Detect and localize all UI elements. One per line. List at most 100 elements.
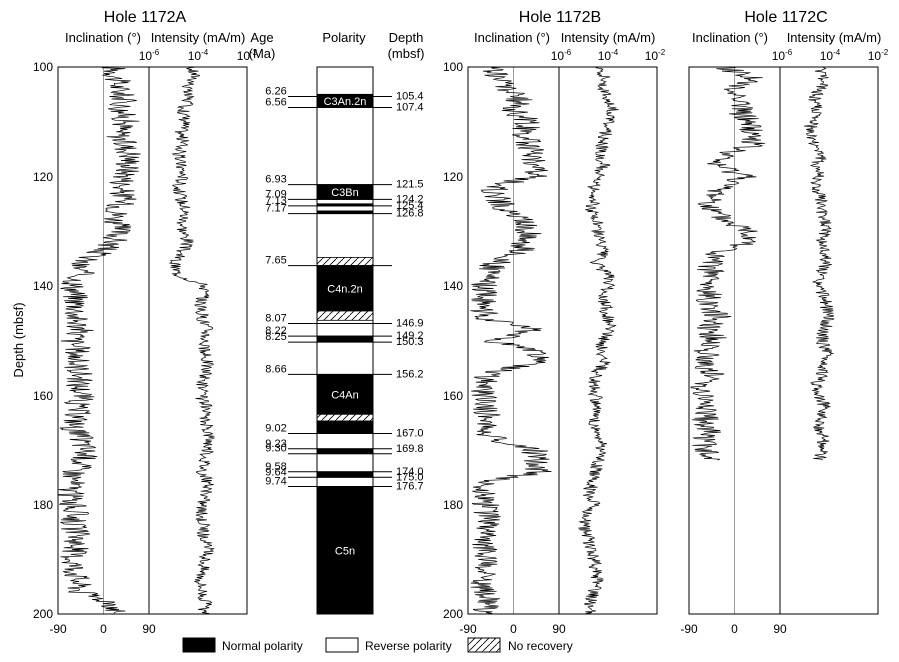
polarity-unit-4 (316, 256, 374, 266)
hole-1172a-int-tick-2: 10-2 (237, 48, 258, 63)
boundary-age-7: 8.07 (265, 313, 286, 325)
hole-1172a-int-tick-0: 10-6 (139, 48, 160, 63)
chron-label-13: C5n (335, 545, 355, 557)
hole-1172a-intensity-label: Intensity (mA/m) (151, 30, 246, 45)
y-tick-100: 100 (33, 60, 53, 74)
hole-1172b-y-tick-120: 120 (443, 170, 463, 184)
hole-1172c-int-tick-1: 10-4 (820, 48, 841, 63)
y-tick-160: 160 (33, 389, 53, 403)
boundary-depth-5: 126.8 (396, 208, 424, 220)
boundary-age-11: 9.02 (265, 423, 286, 435)
hole-1172c-inclination-label: Inclination (°) (692, 30, 768, 45)
hole-1172b-intensity-label: Intensity (mA/m) (561, 30, 656, 45)
hole-1172b-inc-tick-1: 0 (510, 622, 517, 636)
hole-1172b-title: Hole 1172B (519, 9, 601, 26)
polarity-boundaries: 6.26 105.4 6.56 107.4 6.93 121.5 7.09 124.2 7.13… (265, 86, 423, 493)
chron-label-0: C3An.2n (324, 96, 367, 108)
boundary-age-6: 7.65 (265, 255, 286, 267)
age-header-line1: Age (250, 30, 273, 45)
hole-1172c-intensity-curve (804, 66, 835, 461)
hole-1172c-inc-tick-1: 0 (731, 622, 738, 636)
y-tick-180: 180 (33, 498, 53, 512)
y-tick-120: 120 (33, 170, 53, 184)
hole-1172b-int-tick-1: 10-4 (598, 48, 619, 63)
polarity-units: C3An.2n C3Bn C4n.2n C4An C5n (316, 93, 374, 615)
depth-header-line2: (mbsf) (388, 46, 425, 61)
boundary-age-8: 8.22 (265, 325, 286, 337)
hole-1172c-inc-tick-2: 90 (773, 622, 787, 636)
y-axis-left: 100 120 140 160 180 200 (33, 60, 53, 621)
polarity-column: Age (Ma) Polarity Depth (mbsf) C3An.2nC3… (249, 30, 425, 615)
hole-1172c-intensity-label: Intensity (mA/m) (787, 30, 882, 45)
hole-1172b-y-tick-180: 180 (443, 498, 463, 512)
boundary-depth-3: 124.2 (396, 193, 424, 205)
boundary-depth-16: 176.7 (396, 481, 424, 493)
boundary-depth-10: 156.2 (396, 368, 424, 380)
boundary-age-5: 7.17 (265, 203, 286, 215)
hole-1172b-panel: Hole 1172B Inclination (°) Intensity (mA… (443, 9, 666, 636)
chron-label-8: C4An (331, 389, 359, 401)
hole-1172b-inc-tick-2: 90 (552, 622, 566, 636)
legend-no-recovery-swatch (467, 637, 501, 653)
polarity-unit-10 (316, 420, 374, 434)
hole-1172c-int-tick-2: 10-2 (868, 48, 889, 63)
hole-1172c-panel: Hole 1172C Inclination (°) Intensity (mA… (680, 9, 888, 636)
boundary-depth-8: 149.2 (396, 330, 424, 342)
hole-1172b-inclination-curve (470, 66, 552, 614)
hole-1172b-y-tick-200: 200 (443, 607, 463, 621)
polarity-column-frame (316, 66, 374, 615)
boundary-age-1: 6.56 (265, 97, 286, 109)
boundary-depth-2: 121.5 (396, 179, 424, 191)
boundary-age-15: 9.64 (265, 466, 286, 478)
hole-1172b-int-tick-0: 10-6 (551, 48, 572, 63)
boundary-age-13: 9.30 (265, 443, 286, 455)
hole-1172a-inclination-label: Inclination (°) (65, 30, 141, 45)
hole-1172c-int-tick-0: 10-6 (772, 48, 793, 63)
hole-1172a-inc-tick-2: 90 (142, 622, 156, 636)
hole-1172a-int-tick-1: 10-4 (188, 48, 209, 63)
polarity-unit-12 (316, 471, 374, 478)
hole-1172b-inclination-label: Inclination (°) (474, 30, 550, 45)
boundary-depth-4: 125.4 (396, 200, 424, 212)
hole-1172b-int-tick-2: 10-2 (645, 48, 666, 63)
polarity-unit-6 (316, 310, 374, 321)
hole-1172b-y-tick-100: 100 (443, 60, 463, 74)
boundary-age-2: 6.93 (265, 174, 286, 186)
legend-no-recovery-label: No recovery (508, 639, 573, 653)
boundary-age-10: 8.66 (265, 363, 286, 375)
y-tick-140: 140 (33, 279, 53, 293)
legend-normal-label: Normal polarity (222, 639, 303, 653)
y-axis-label: Depth (mbsf) (11, 302, 26, 377)
boundary-age-9: 8.25 (265, 331, 286, 343)
hole-1172c-inclination-curve (690, 66, 766, 461)
boundary-depth-7: 146.9 (396, 318, 424, 330)
hole-1172a-intensity-curve (168, 66, 216, 614)
boundary-age-16: 9.74 (265, 476, 286, 488)
polarity-unit-11 (316, 448, 374, 455)
boundary-age-4: 7.13 (265, 195, 286, 207)
hole-1172c-title: Hole 1172C (744, 9, 827, 26)
legend-reverse-label: Reverse polarity (365, 639, 452, 653)
boundary-age-3: 7.09 (265, 188, 286, 200)
chron-label-5: C4n.2n (327, 283, 362, 295)
boundary-depth-9: 150.3 (396, 336, 424, 348)
hole-1172a-panel: Hole 1172A Inclination (°) Intensity (mA… (49, 9, 257, 636)
boundary-depth-1: 107.4 (396, 102, 424, 114)
boundary-depth-15: 175.0 (396, 471, 424, 483)
boundary-depth-11: 167.0 (396, 428, 424, 440)
polarity-header: Polarity (322, 30, 366, 45)
boundary-depth-12: 169.8 (396, 443, 424, 455)
hole-1172a-inclination-curve (58, 66, 141, 614)
y-tick-200: 200 (33, 607, 53, 621)
hole-1172c-intensity-frame (779, 66, 879, 615)
hole-1172c-inc-tick-0: -90 (680, 622, 698, 636)
legend: Normal polarity Reverse polarity No reco… (182, 637, 573, 653)
boundary-depth-0: 105.4 (396, 91, 424, 103)
polarity-unit-7 (316, 335, 374, 343)
boundary-age-12: 9.23 (265, 438, 286, 450)
hole-1172b-inc-tick-0: -90 (459, 622, 477, 636)
hole-1172b-y-tick-160: 160 (443, 389, 463, 403)
hole-1172b-y-tick-140: 140 (443, 279, 463, 293)
legend-normal-swatch (182, 637, 216, 653)
